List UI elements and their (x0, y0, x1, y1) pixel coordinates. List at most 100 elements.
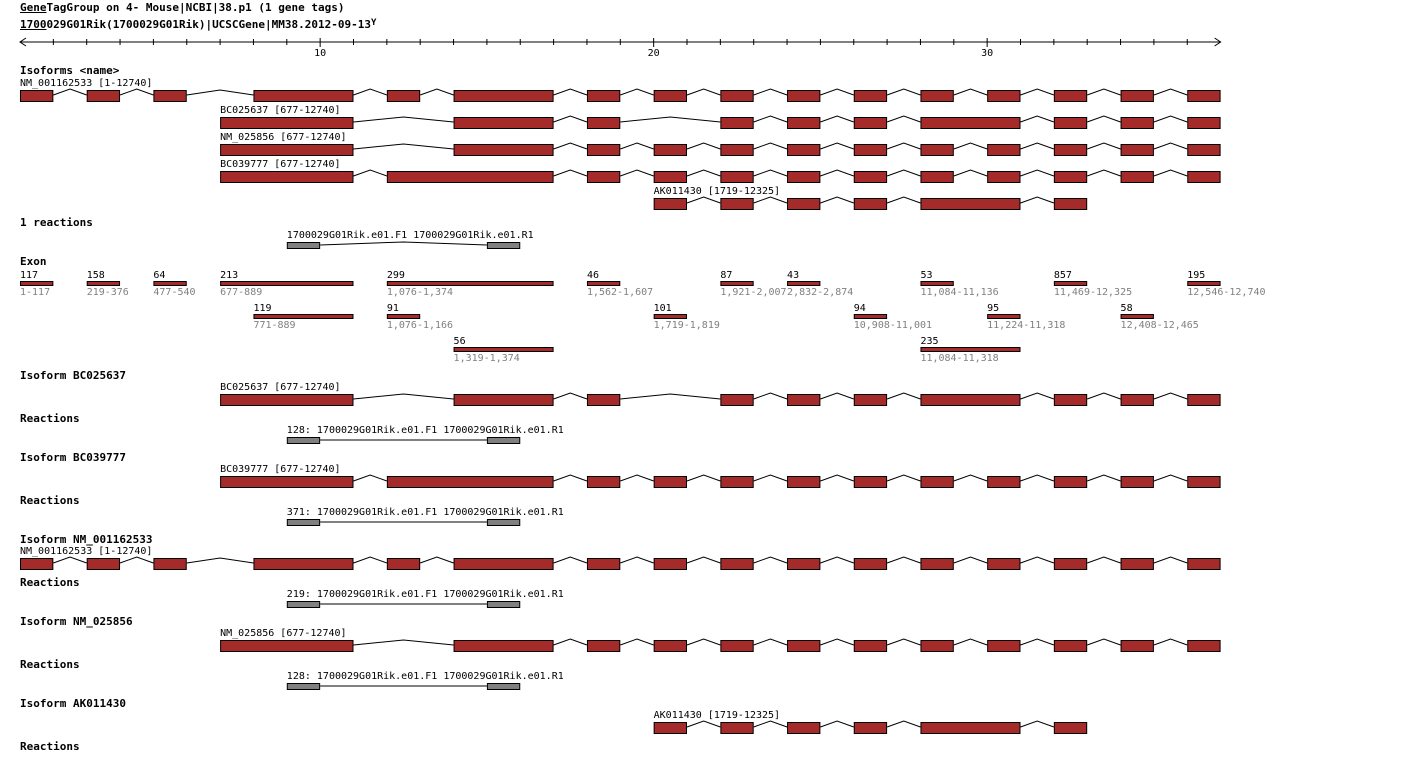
exon-bar[interactable] (153, 281, 187, 286)
exon-block[interactable] (920, 558, 954, 570)
exon-block[interactable] (787, 198, 821, 210)
exon-block[interactable] (720, 90, 754, 102)
exon-block[interactable] (586, 558, 621, 570)
exon-block[interactable] (920, 198, 1021, 210)
exon-block[interactable] (987, 90, 1021, 102)
exon-block[interactable] (453, 640, 554, 652)
exon-block[interactable] (853, 198, 888, 210)
exon-block[interactable] (586, 476, 621, 488)
exon-block[interactable] (787, 90, 821, 102)
exon-block[interactable] (220, 476, 354, 488)
exon-block[interactable] (720, 476, 754, 488)
exon-bar[interactable] (720, 281, 754, 286)
exon-bar[interactable] (86, 281, 121, 286)
exon-block[interactable] (653, 198, 688, 210)
exon-block[interactable] (920, 640, 954, 652)
exon-block[interactable] (453, 394, 554, 406)
exon-block[interactable] (653, 722, 688, 734)
exon-block[interactable] (220, 117, 354, 129)
exon-block[interactable] (1053, 722, 1088, 734)
exon-bar[interactable] (653, 314, 688, 319)
forward-primer[interactable] (286, 437, 321, 444)
exon-block[interactable] (453, 558, 554, 570)
exon-block[interactable] (720, 640, 754, 652)
exon-block[interactable] (920, 144, 954, 156)
reverse-primer[interactable] (486, 519, 521, 526)
exon-block[interactable] (1053, 394, 1088, 406)
exon-block[interactable] (1053, 198, 1088, 210)
exon-block[interactable] (920, 171, 954, 183)
exon-block[interactable] (386, 90, 421, 102)
exon-block[interactable] (853, 722, 888, 734)
exon-block[interactable] (653, 171, 688, 183)
exon-bar[interactable] (20, 281, 54, 286)
exon-block[interactable] (253, 90, 354, 102)
exon-block[interactable] (453, 144, 554, 156)
exon-block[interactable] (253, 558, 354, 570)
exon-bar[interactable] (1187, 281, 1221, 286)
exon-block[interactable] (787, 558, 821, 570)
exon-bar[interactable] (920, 281, 954, 286)
exon-block[interactable] (453, 117, 554, 129)
exon-block[interactable] (153, 558, 187, 570)
exon-bar[interactable] (220, 281, 354, 286)
exon-block[interactable] (1120, 640, 1154, 652)
exon-block[interactable] (720, 558, 754, 570)
exon-block[interactable] (1053, 558, 1088, 570)
exon-block[interactable] (920, 394, 1021, 406)
exon-block[interactable] (987, 558, 1021, 570)
exon-block[interactable] (386, 558, 421, 570)
exon-block[interactable] (586, 171, 621, 183)
exon-block[interactable] (853, 144, 888, 156)
exon-block[interactable] (1187, 476, 1221, 488)
exon-bar[interactable] (987, 314, 1021, 319)
exon-bar[interactable] (1120, 314, 1154, 319)
exon-block[interactable] (853, 117, 888, 129)
exon-block[interactable] (1187, 394, 1221, 406)
exon-bar[interactable] (253, 314, 354, 319)
exon-bar[interactable] (853, 314, 888, 319)
exon-block[interactable] (653, 90, 688, 102)
exon-block[interactable] (1187, 144, 1221, 156)
gene-link[interactable]: 1700 (20, 18, 47, 31)
exon-block[interactable] (1187, 640, 1221, 652)
exon-block[interactable] (720, 171, 754, 183)
exon-block[interactable] (1120, 558, 1154, 570)
exon-block[interactable] (220, 144, 354, 156)
exon-block[interactable] (1053, 476, 1088, 488)
exon-block[interactable] (920, 117, 1021, 129)
forward-primer[interactable] (286, 242, 321, 249)
reverse-primer[interactable] (486, 601, 521, 608)
exon-block[interactable] (853, 90, 888, 102)
forward-primer[interactable] (286, 683, 321, 690)
gene-tag-group-link[interactable]: Gene (20, 1, 47, 14)
exon-block[interactable] (586, 90, 621, 102)
reverse-primer[interactable] (486, 437, 521, 444)
exon-block[interactable] (720, 117, 754, 129)
exon-block[interactable] (1187, 171, 1221, 183)
exon-block[interactable] (586, 640, 621, 652)
exon-block[interactable] (720, 198, 754, 210)
exon-block[interactable] (220, 640, 354, 652)
exon-bar[interactable] (1053, 281, 1088, 286)
exon-block[interactable] (453, 90, 554, 102)
filter-y-icon[interactable]: Y (371, 18, 377, 28)
exon-block[interactable] (720, 394, 754, 406)
exon-block[interactable] (1053, 144, 1088, 156)
exon-block[interactable] (1053, 90, 1088, 102)
exon-bar[interactable] (386, 281, 554, 286)
exon-block[interactable] (1053, 171, 1088, 183)
exon-block[interactable] (86, 558, 121, 570)
exon-block[interactable] (920, 476, 954, 488)
exon-block[interactable] (787, 117, 821, 129)
exon-bar[interactable] (386, 314, 421, 319)
exon-block[interactable] (586, 144, 621, 156)
exon-block[interactable] (653, 476, 688, 488)
exon-block[interactable] (1187, 117, 1221, 129)
reverse-primer[interactable] (486, 683, 521, 690)
exon-block[interactable] (1120, 144, 1154, 156)
exon-block[interactable] (1187, 90, 1221, 102)
exon-block[interactable] (1053, 117, 1088, 129)
exon-block[interactable] (220, 394, 354, 406)
exon-block[interactable] (853, 171, 888, 183)
